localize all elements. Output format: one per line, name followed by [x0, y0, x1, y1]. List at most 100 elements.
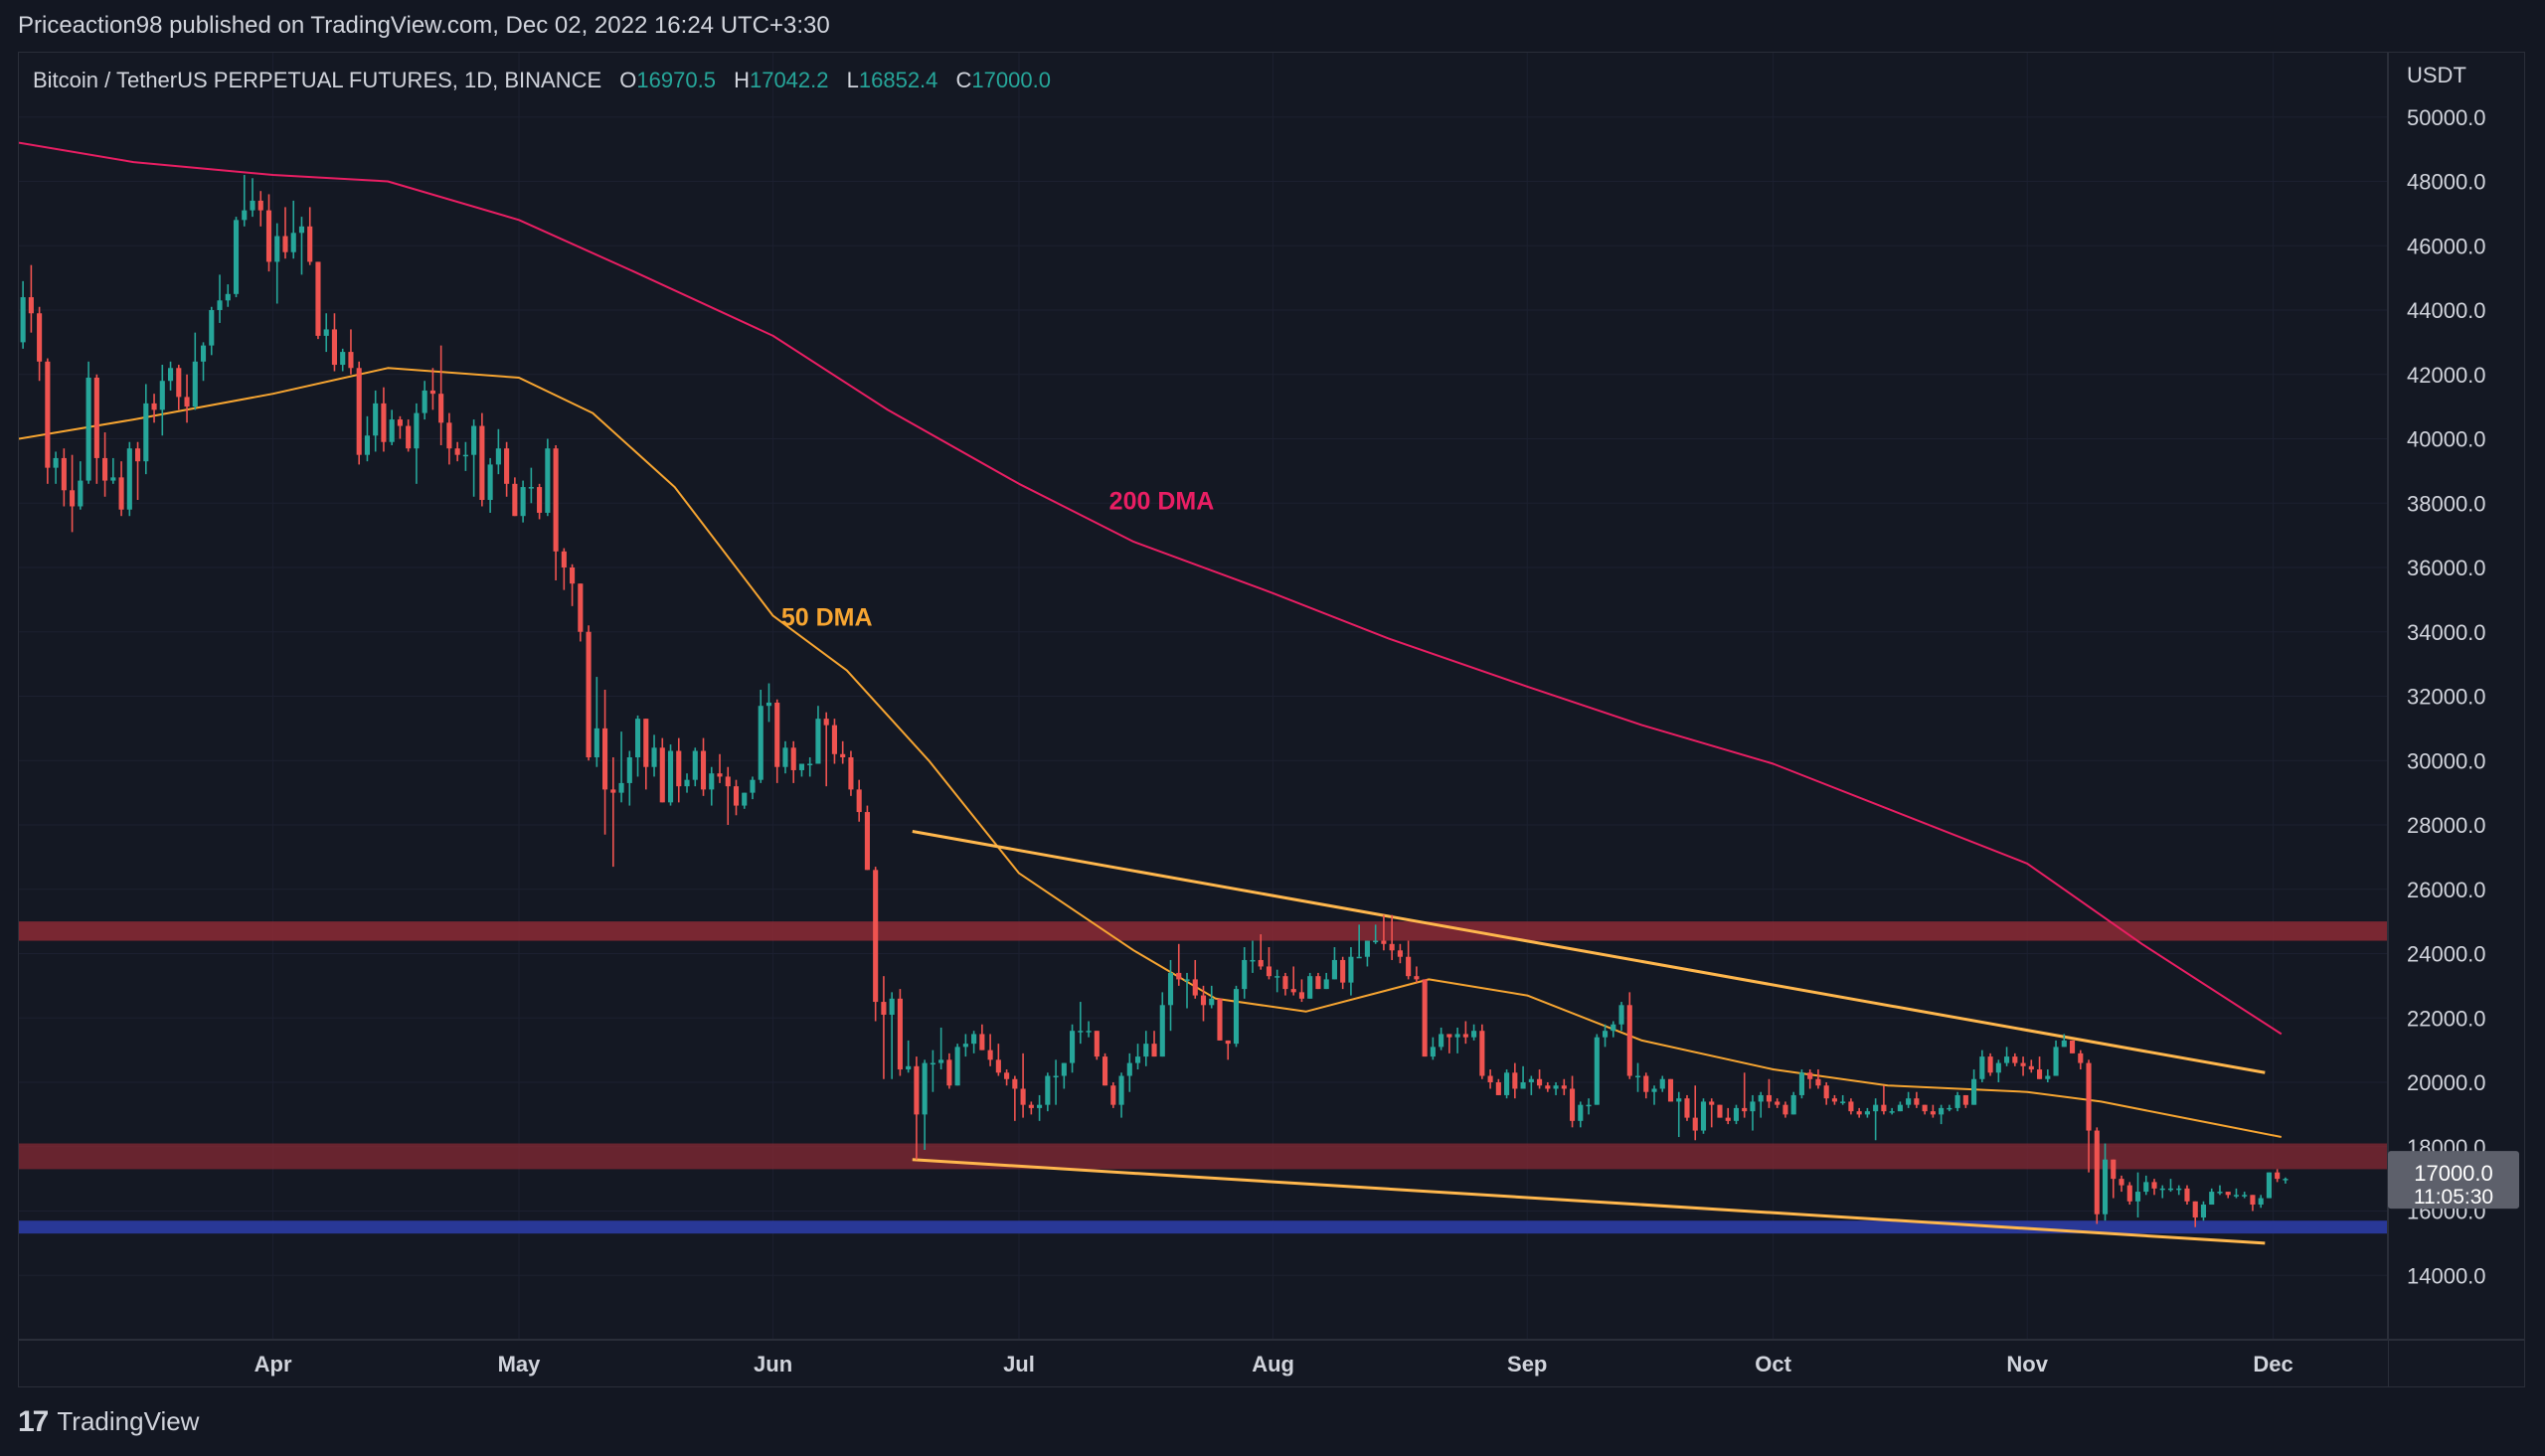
candle-body	[2151, 1182, 2157, 1189]
candle	[2258, 1195, 2264, 1209]
y-tick-label: 44000.0	[2407, 298, 2486, 323]
candle	[2134, 1172, 2141, 1217]
candle-body	[1258, 959, 1264, 967]
candle	[856, 779, 862, 822]
candle-body	[1553, 1085, 1559, 1089]
candle-body	[438, 394, 444, 423]
publisher-line: Priceaction98 published on TradingView.c…	[0, 0, 2545, 52]
candle	[987, 1034, 993, 1066]
tradingview-brand[interactable]: TradingView	[57, 1406, 200, 1436]
legend-low-value: 16852.4	[859, 68, 938, 92]
candle-body	[1225, 1040, 1231, 1045]
candle-body	[1028, 1104, 1034, 1108]
candle-body	[20, 297, 26, 343]
y-tick-label: 38000.0	[2407, 491, 2486, 516]
candle-body	[143, 403, 149, 462]
candle	[667, 744, 674, 806]
candle	[1242, 947, 1248, 999]
candle-body	[414, 412, 420, 449]
candle-body	[1520, 1082, 1526, 1089]
candle	[1987, 1052, 1993, 1076]
candle	[594, 677, 599, 767]
candle-body	[2242, 1195, 2248, 1197]
candle-body	[2053, 1047, 2059, 1076]
candle	[962, 1034, 968, 1057]
tradingview-logo-icon[interactable]: 17	[18, 1404, 49, 1438]
candle-body	[570, 567, 576, 584]
price-axis: 14000.016000.018000.020000.022000.024000…	[2407, 105, 2486, 1289]
candle-body	[471, 425, 477, 455]
candle	[2266, 1172, 2272, 1199]
legend-close-label: C	[956, 68, 972, 92]
candle-body	[1569, 1088, 1576, 1121]
candle	[1798, 1069, 1804, 1099]
candle	[1414, 966, 1420, 983]
candle	[1184, 972, 1190, 1009]
candle-body	[889, 998, 895, 1016]
candle-body	[1667, 1078, 1674, 1102]
candle-body	[2159, 1188, 2165, 1191]
support-zone	[19, 1143, 2388, 1170]
candle-body	[217, 300, 223, 310]
candle	[798, 763, 805, 777]
candle	[2119, 1175, 2124, 1193]
annotations-layer: 200 DMA 50 DMA	[781, 488, 1214, 632]
candle	[1561, 1078, 1567, 1095]
candle	[20, 280, 26, 349]
candle	[1512, 1062, 1518, 1099]
candle	[1684, 1094, 1690, 1121]
candle	[790, 740, 796, 783]
candle	[126, 441, 132, 517]
candle	[618, 731, 624, 803]
candle-body	[1364, 940, 1370, 957]
candle	[815, 706, 821, 764]
candle-body	[1578, 1104, 1584, 1121]
candle	[348, 329, 354, 375]
candle-body	[462, 454, 468, 457]
candle-body	[1561, 1085, 1567, 1089]
legend-high-value: 17042.2	[750, 68, 829, 92]
candle	[1856, 1107, 1862, 1118]
candle-body	[1717, 1104, 1723, 1118]
candle-body	[209, 310, 215, 346]
candle-body	[2004, 1056, 2010, 1063]
candle	[1930, 1104, 1936, 1118]
candle-body	[2111, 1159, 2117, 1180]
candle-body	[2061, 1040, 2067, 1048]
candle	[2126, 1182, 2132, 1206]
candle	[2053, 1040, 2059, 1076]
candle-body	[979, 1034, 985, 1051]
time-axis-bg[interactable]	[19, 1340, 2388, 1386]
candle-body	[2275, 1172, 2281, 1180]
candle-body	[1897, 1104, 1903, 1112]
candle-body	[684, 779, 690, 787]
candle	[520, 480, 526, 523]
candle-body	[2184, 1188, 2190, 1202]
chart-frame[interactable]: 200 DMA 50 DMA 14000.0 16000.0 18000.0 20000…	[18, 52, 2525, 1387]
candle	[1462, 1021, 1468, 1045]
last-price-tag-group: 17000.011:05:30	[2388, 1151, 2519, 1210]
candle	[225, 284, 231, 307]
candle	[840, 740, 846, 764]
candle-body	[2250, 1195, 2256, 1206]
candle-body	[938, 1059, 944, 1063]
candle	[1643, 1072, 1649, 1099]
candle	[1340, 956, 1346, 990]
candle-body	[1381, 940, 1387, 944]
candle	[438, 345, 444, 445]
candle	[906, 1040, 912, 1073]
candle-body	[1537, 1078, 1543, 1086]
candle	[1397, 943, 1403, 964]
candle-body	[1102, 1056, 1108, 1086]
candle-body	[2266, 1172, 2272, 1199]
candle-body	[545, 448, 551, 513]
candle	[85, 361, 91, 484]
candle	[406, 419, 412, 452]
candle-body	[1643, 1075, 1649, 1092]
candle	[242, 175, 248, 227]
candle	[1750, 1094, 1756, 1131]
candle	[1290, 966, 1296, 996]
trendline-lower	[912, 1158, 2266, 1245]
legend-symbol: Bitcoin / TetherUS PERPETUAL FUTURES, 1D…	[33, 68, 601, 92]
